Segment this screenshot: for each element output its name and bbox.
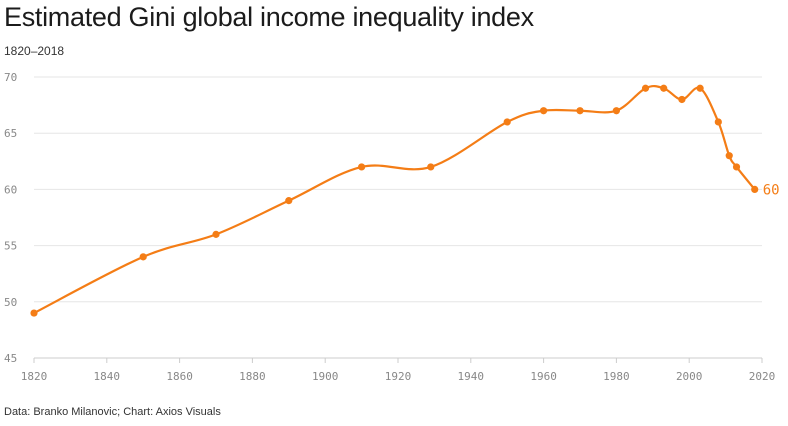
data-point-2003: [696, 84, 704, 92]
x-tick-label-2000: 2000: [676, 370, 703, 383]
series-line-0: [32, 84, 756, 315]
data-point-1980: [612, 107, 621, 115]
x-tick-label-1860: 1860: [166, 370, 193, 383]
data-point-2013: [732, 163, 741, 171]
x-tick-label-1840: 1840: [94, 370, 121, 383]
series-lines: [32, 84, 756, 315]
data-points: [30, 84, 759, 317]
data-point-1820: [30, 309, 38, 317]
data-point-1993: [660, 84, 668, 92]
end-value-label: 60: [763, 182, 780, 198]
gridlines: [34, 76, 762, 303]
x-tick-label-1940: 1940: [458, 370, 485, 383]
data-point-1890: [285, 197, 293, 205]
data-point-1950: [503, 118, 511, 126]
data-point-2011: [725, 152, 733, 160]
data-point-1960: [540, 107, 548, 115]
y-tick-label-70: 70: [4, 71, 17, 84]
y-tick-label-65: 65: [4, 127, 17, 140]
data-labels: 60: [763, 182, 780, 198]
data-point-1998: [678, 95, 686, 104]
y-tick-label-45: 45: [4, 352, 17, 365]
data-point-2018: [751, 185, 759, 193]
data-point-2008: [714, 118, 722, 126]
x-tick-label-2020: 2020: [749, 370, 776, 383]
y-tick-label-60: 60: [4, 183, 17, 196]
data-point-1988: [641, 84, 650, 92]
x-tick-label-1960: 1960: [530, 370, 557, 383]
y-tick-label-50: 50: [4, 296, 17, 309]
x-tick-label-1880: 1880: [239, 370, 266, 383]
data-point-1929: [427, 163, 435, 171]
x-tick-label-1920: 1920: [385, 370, 412, 383]
data-point-1870: [212, 230, 220, 238]
x-tick-label-1980: 1980: [603, 370, 630, 383]
data-point-1970: [576, 107, 584, 115]
x-tick-label-1900: 1900: [312, 370, 339, 383]
chart-title: Estimated Gini global income inequality …: [4, 2, 534, 32]
chart-source: Data: Branko Milanovic; Chart: Axios Vis…: [4, 406, 221, 418]
x-tick-label-1820: 1820: [21, 370, 48, 383]
data-point-1850: [139, 253, 147, 261]
chart-subtitle: 1820–2018: [4, 44, 65, 58]
axes: 45 50 55 60 65 70 1820 1840 1860 1880 1900 1920 1940…: [4, 71, 775, 383]
y-tick-label-55: 55: [4, 240, 17, 253]
data-point-1910: [358, 163, 366, 171]
